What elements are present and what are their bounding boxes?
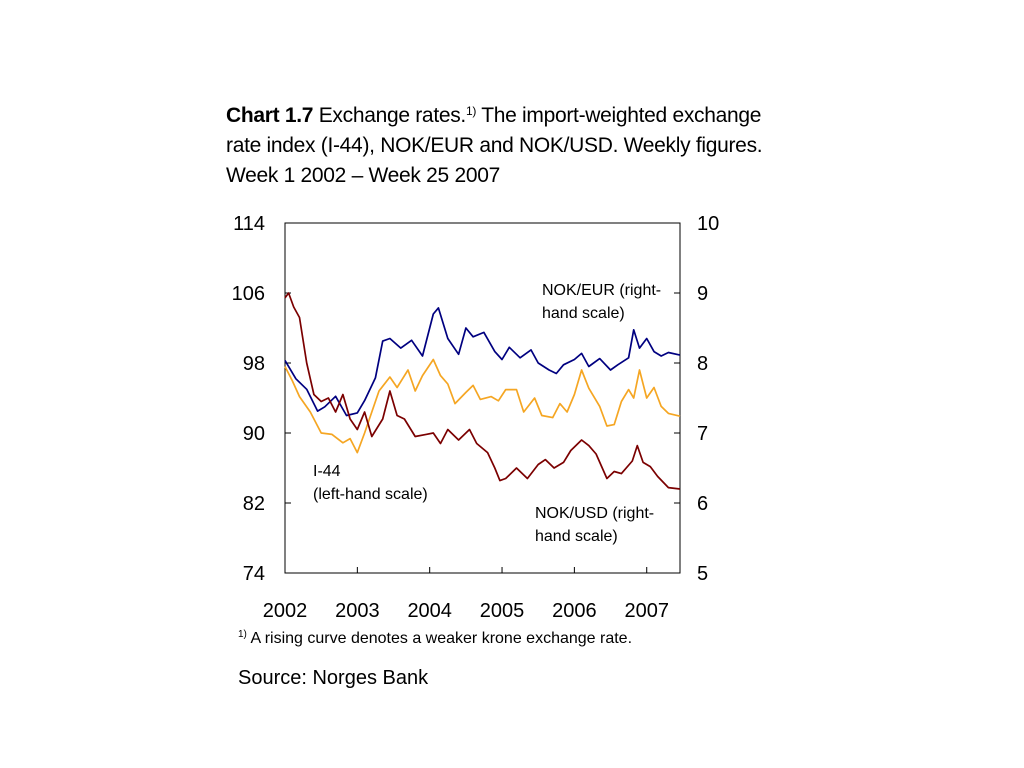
footnote-marker: 1) [238, 629, 247, 640]
source-note: Source: Norges Bank [238, 667, 429, 689]
annotations: NOK/EUR (right-hand scale) I-44 (left-hand… [313, 282, 661, 545]
chart-title: Chart 1.7 Exchange rates.1) The import-w… [226, 101, 786, 191]
y-right-tick-label: 5 [697, 563, 708, 585]
chart-title-rest: The import-weighted exchange rate index … [226, 104, 763, 187]
title-footnote-marker: 1) [465, 104, 477, 118]
y-right-tick-label: 6 [697, 493, 708, 515]
annotation-nok-usd-line: NOK/USD (right- [535, 505, 654, 522]
x-tick-label: 2007 [624, 600, 669, 622]
y-right-tick-label: 7 [697, 423, 708, 445]
plot-frame [284, 222, 681, 574]
y-left-tick-label: 98 [243, 353, 265, 375]
annotation-i44-line: (left-hand scale) [313, 486, 428, 503]
series-line-nok-usd [284, 292, 681, 490]
y-left-tick-label: 90 [243, 423, 265, 445]
y-right-tick-label: 10 [697, 213, 719, 235]
annotation-nok-usd-line: hand scale) [535, 528, 618, 545]
series-line-i44 [284, 307, 681, 417]
y-right-tick-label: 8 [697, 353, 708, 375]
footnote-text: A rising curve denotes a weaker krone ex… [246, 630, 633, 647]
annotation-i44-line: I-44 [313, 463, 341, 480]
x-tick-label: 2002 [263, 600, 308, 622]
annotation-nok-eur-line: NOK/EUR (right- [542, 282, 661, 299]
y-left-tick-label: 114 [233, 213, 265, 235]
x-tick-label: 2003 [335, 600, 380, 622]
annotation-nok-eur-line: hand scale) [542, 305, 625, 322]
x-tick-label: 2004 [407, 600, 452, 622]
series-line-nok-eur [284, 358, 681, 454]
chart-number: Chart 1.7 [226, 104, 314, 127]
axes: 74 5 82 6 90 7 98 8 106 9 114 10 2002 2003 2004 2005 200… [232, 213, 720, 622]
footnote: 1) A rising curve denotes a weaker krone… [238, 630, 632, 648]
y-left-tick-label: 82 [243, 493, 265, 515]
chart-title-main: Exchange rates. [313, 104, 467, 127]
x-tick-label: 2005 [480, 600, 525, 622]
y-left-tick-label: 74 [243, 563, 265, 585]
series-lines [284, 292, 681, 490]
x-tick-label: 2006 [552, 600, 597, 622]
y-right-tick-label: 9 [697, 283, 708, 305]
y-left-tick-label: 106 [232, 283, 265, 305]
